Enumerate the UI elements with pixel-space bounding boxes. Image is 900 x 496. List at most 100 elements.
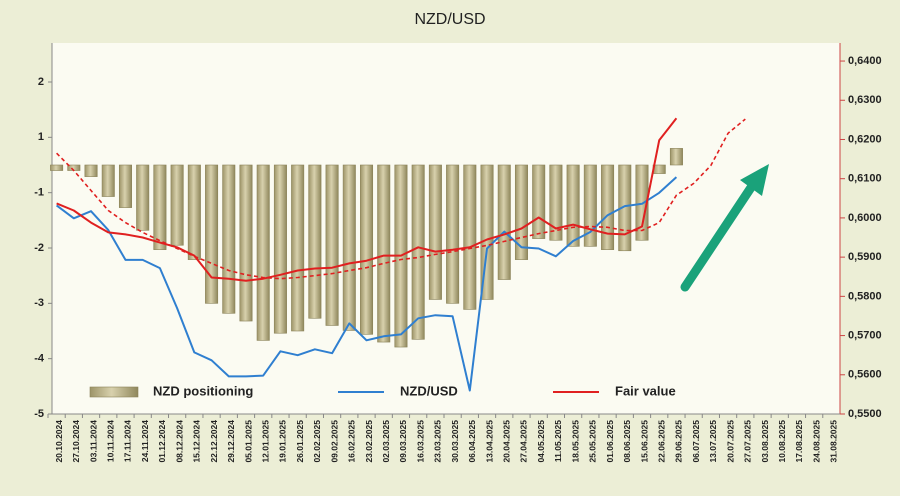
- legend-label: NZD/USD: [400, 383, 458, 398]
- legend-label: Fair value: [615, 383, 676, 398]
- bar: [50, 164, 64, 171]
- x-tick-label: 02.03.2025: [381, 420, 391, 463]
- x-tick-label: 08.12.2024: [174, 420, 184, 463]
- bar: [342, 164, 356, 331]
- x-tick-label: 01.12.2024: [157, 420, 167, 463]
- bar: [428, 164, 442, 300]
- y2-tick-label: 0,6000: [848, 212, 882, 224]
- bar: [601, 164, 615, 250]
- x-tick-label: 20.10.2024: [54, 420, 64, 463]
- y2-tick-label: 0,6300: [848, 94, 882, 106]
- marks: -5 -4 -3 -2 -1 1 2 0,5500 0,5600 0,5700 0,5800 0,59…: [34, 43, 882, 463]
- bar: [325, 164, 339, 326]
- line: [56, 176, 678, 392]
- x-tick-label: 27.04.2025: [519, 420, 529, 463]
- y2-tick-label: 0,6100: [848, 173, 882, 185]
- x-tick-label: 17.11.2024: [123, 420, 133, 462]
- x-tick-label: 27.07.2025: [743, 420, 753, 463]
- bar: [532, 164, 546, 239]
- bar: [308, 164, 322, 319]
- bar: [136, 164, 150, 231]
- dashed-line: [56, 118, 746, 280]
- x-tick-label: 16.03.2025: [415, 420, 425, 463]
- bar: [514, 164, 528, 260]
- x-tick-label: 10.11.2024: [106, 420, 116, 462]
- bar: [377, 164, 391, 343]
- bar: [566, 164, 580, 247]
- y2-tick-label: 0,5800: [848, 290, 882, 302]
- x-tick-label: 18.05.2025: [570, 420, 580, 463]
- x-tick-label: 10.08.2025: [777, 420, 787, 463]
- x-tick-label: 04.05.2025: [536, 420, 546, 463]
- bar: [187, 164, 201, 260]
- x-tick-label: 09.03.2025: [398, 420, 408, 463]
- x-tick-label: 31.08.2025: [829, 420, 839, 463]
- bar: [118, 164, 132, 208]
- trend-arrow-head: [740, 164, 769, 196]
- x-tick-label: 15.06.2025: [639, 420, 649, 463]
- x-tick-label: 06.07.2025: [691, 420, 701, 463]
- bar: [497, 164, 511, 280]
- bar: [153, 164, 167, 250]
- x-tick-label: 06.04.2025: [467, 420, 477, 463]
- line: [56, 117, 678, 282]
- y2-tick-label: 0,5700: [848, 329, 882, 341]
- x-tick-label: 15.12.2024: [192, 420, 202, 463]
- y-tick-label: -4: [34, 353, 45, 365]
- x-tick-label: 29.12.2024: [226, 420, 236, 463]
- x-tick-label: 05.01.2025: [243, 420, 253, 463]
- y2-tick-label: 0,6400: [848, 55, 882, 67]
- bar: [170, 164, 184, 246]
- x-tick-label: 23.03.2025: [433, 420, 443, 463]
- bar: [291, 164, 305, 332]
- x-tick-label: 20.04.2025: [502, 420, 512, 463]
- y-tick-label: -5: [34, 408, 44, 420]
- bar: [463, 164, 477, 310]
- y-tick-label: 1: [38, 131, 44, 143]
- x-tick-label: 08.06.2025: [622, 420, 632, 463]
- x-tick-label: 20.07.2025: [725, 420, 735, 463]
- x-tick-label: 23.02.2025: [364, 420, 374, 463]
- x-tick-label: 25.05.2025: [588, 420, 598, 463]
- x-tick-label: 12.01.2025: [260, 420, 270, 463]
- y-tick-label: -3: [34, 297, 44, 309]
- x-tick-label: 24.08.2025: [811, 420, 821, 463]
- x-tick-label: 27.10.2024: [71, 420, 81, 463]
- bar: [101, 164, 115, 197]
- x-tick-label: 03.08.2025: [760, 420, 770, 463]
- bar: [239, 164, 253, 322]
- x-tick-label: 16.02.2025: [347, 420, 357, 463]
- y-tick-label: -1: [34, 187, 44, 199]
- bar: [222, 164, 236, 314]
- y2-tick-label: 0,5500: [848, 408, 882, 420]
- y2-tick-label: 0,5600: [848, 369, 882, 381]
- x-tick-label: 22.06.2025: [656, 420, 666, 463]
- y-tick-label: -2: [34, 242, 44, 254]
- x-tick-label: 01.06.2025: [605, 420, 615, 463]
- x-tick-label: 24.11.2024: [140, 420, 150, 462]
- x-tick-label: 13.07.2025: [708, 420, 718, 463]
- bar: [669, 148, 683, 166]
- x-tick-label: 19.01.2025: [278, 420, 288, 463]
- x-tick-label: 17.08.2025: [794, 420, 804, 463]
- bar: [273, 164, 287, 334]
- x-tick-label: 26.01.2025: [295, 420, 305, 463]
- bar: [360, 164, 374, 335]
- x-tick-label: 30.03.2025: [450, 420, 460, 463]
- x-tick-label: 09.02.2025: [329, 420, 339, 463]
- bar: [256, 164, 270, 341]
- x-tick-label: 11.05.2025: [553, 420, 563, 462]
- bar: [411, 164, 425, 340]
- x-tick-label: 29.06.2025: [674, 420, 684, 463]
- chart-title: NZD/USD: [414, 11, 485, 28]
- y2-tick-label: 0,5900: [848, 251, 882, 263]
- legend-swatch: [89, 386, 139, 398]
- x-tick-label: 13.04.2025: [484, 420, 494, 463]
- bar: [205, 164, 219, 304]
- bar: [446, 164, 460, 304]
- bar: [84, 164, 98, 177]
- x-tick-label: 22.12.2024: [209, 420, 219, 463]
- x-tick-label: 03.11.2024: [88, 420, 98, 462]
- trend-arrow: [680, 181, 757, 292]
